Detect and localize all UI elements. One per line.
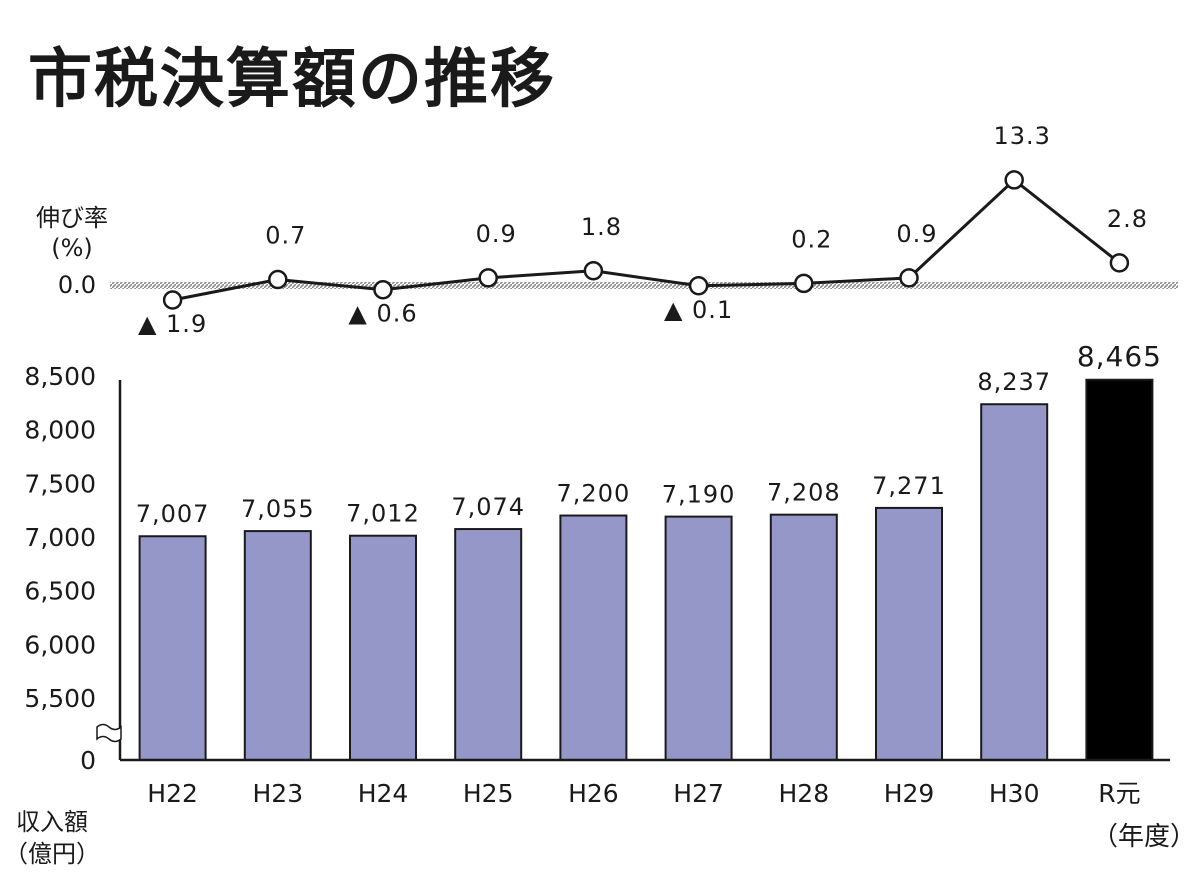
bar-value-label: 7,007 xyxy=(136,500,210,528)
y-tick-label: 7,500 xyxy=(24,469,96,498)
bar-value-label: 8,237 xyxy=(977,368,1051,396)
bar-value-label: 7,012 xyxy=(346,500,420,528)
page-title: 市税決算額の推移 xyxy=(28,43,556,117)
growth-value-label: 13.3 xyxy=(993,122,1050,150)
line-y-axis-title: 伸び率 xyxy=(36,204,108,232)
bar-H22 xyxy=(138,535,207,761)
line-zero-label: 0.0 xyxy=(58,271,96,299)
bar-value-label: 7,271 xyxy=(872,472,946,500)
x-tick-label: H23 xyxy=(252,779,303,808)
growth-point-H29 xyxy=(899,268,919,288)
y-tick-label-zero: 0 xyxy=(80,746,96,775)
bar-value-label: 7,200 xyxy=(557,480,631,508)
growth-value-label: 0.9 xyxy=(896,220,937,248)
bar-value-label: 7,055 xyxy=(241,495,315,523)
growth-value-label: ▲ 1.9 xyxy=(138,310,207,338)
x-tick-label: R元 xyxy=(1098,779,1140,808)
growth-point-H24 xyxy=(373,279,393,300)
bar-H27 xyxy=(664,515,733,762)
y-tick-label: 7,000 xyxy=(24,523,96,552)
axis-break-icon xyxy=(96,723,122,743)
y-tick-label: 8,500 xyxy=(24,362,96,391)
y-tick-label: 5,500 xyxy=(24,684,96,713)
growth-point-H23 xyxy=(268,269,288,290)
bar-R元 xyxy=(1085,378,1154,761)
x-tick-label: H30 xyxy=(989,779,1040,808)
axis-break-shape xyxy=(96,723,122,743)
growth-value-label: ▲ 0.6 xyxy=(348,300,417,328)
bar-H24 xyxy=(349,534,417,761)
line-y-axis-unit: (%) xyxy=(51,234,93,262)
bar-value-label: 7,208 xyxy=(767,479,841,507)
growth-point-H28 xyxy=(794,273,814,294)
x-tick-label: H27 xyxy=(673,779,724,808)
growth-point-H25 xyxy=(478,268,498,288)
y-tick-label: 8,000 xyxy=(24,416,96,445)
growth-point-H26 xyxy=(583,261,604,281)
x-tick-label: H24 xyxy=(358,779,409,808)
bar-H23 xyxy=(243,530,312,762)
bar-value-label: 7,074 xyxy=(451,493,525,521)
growth-value-label: 2.8 xyxy=(1107,205,1148,233)
growth-value-label: 1.8 xyxy=(581,213,622,241)
y-tick-label: 6,500 xyxy=(24,577,96,606)
growth-value-label: 0.2 xyxy=(791,225,832,253)
x-tick-label: H25 xyxy=(463,779,514,808)
bar-H30 xyxy=(980,403,1049,761)
growth-point-H30 xyxy=(1004,170,1024,190)
x-tick-label: H28 xyxy=(778,779,829,808)
y-tick-label: 6,000 xyxy=(24,630,96,659)
bar-value-label: 8,465 xyxy=(1077,340,1162,373)
y-axis-title: 収入額 xyxy=(16,808,88,836)
growth-value-label: ▲ 0.1 xyxy=(664,296,733,324)
bar-H28 xyxy=(769,513,838,762)
growth-rate-line xyxy=(172,177,1121,302)
x-tick-label: H22 xyxy=(147,779,198,808)
bar-H29 xyxy=(875,506,943,761)
x-tick-label: H29 xyxy=(884,779,935,808)
zero-band xyxy=(110,282,1178,289)
bar-H26 xyxy=(559,514,628,761)
x-axis-title: （年度） xyxy=(1092,822,1196,852)
growth-point-H27 xyxy=(688,276,709,296)
x-tick-label: H26 xyxy=(568,779,619,808)
bar-H25 xyxy=(454,528,523,761)
bar-value-label: 7,190 xyxy=(662,481,736,509)
growth-value-label: 0.7 xyxy=(265,221,306,249)
y-axis-unit: （億円） xyxy=(4,840,100,868)
growth-point-R元 xyxy=(1109,253,1130,273)
growth-point-H22 xyxy=(162,290,183,310)
growth-value-label: 0.9 xyxy=(476,220,517,248)
